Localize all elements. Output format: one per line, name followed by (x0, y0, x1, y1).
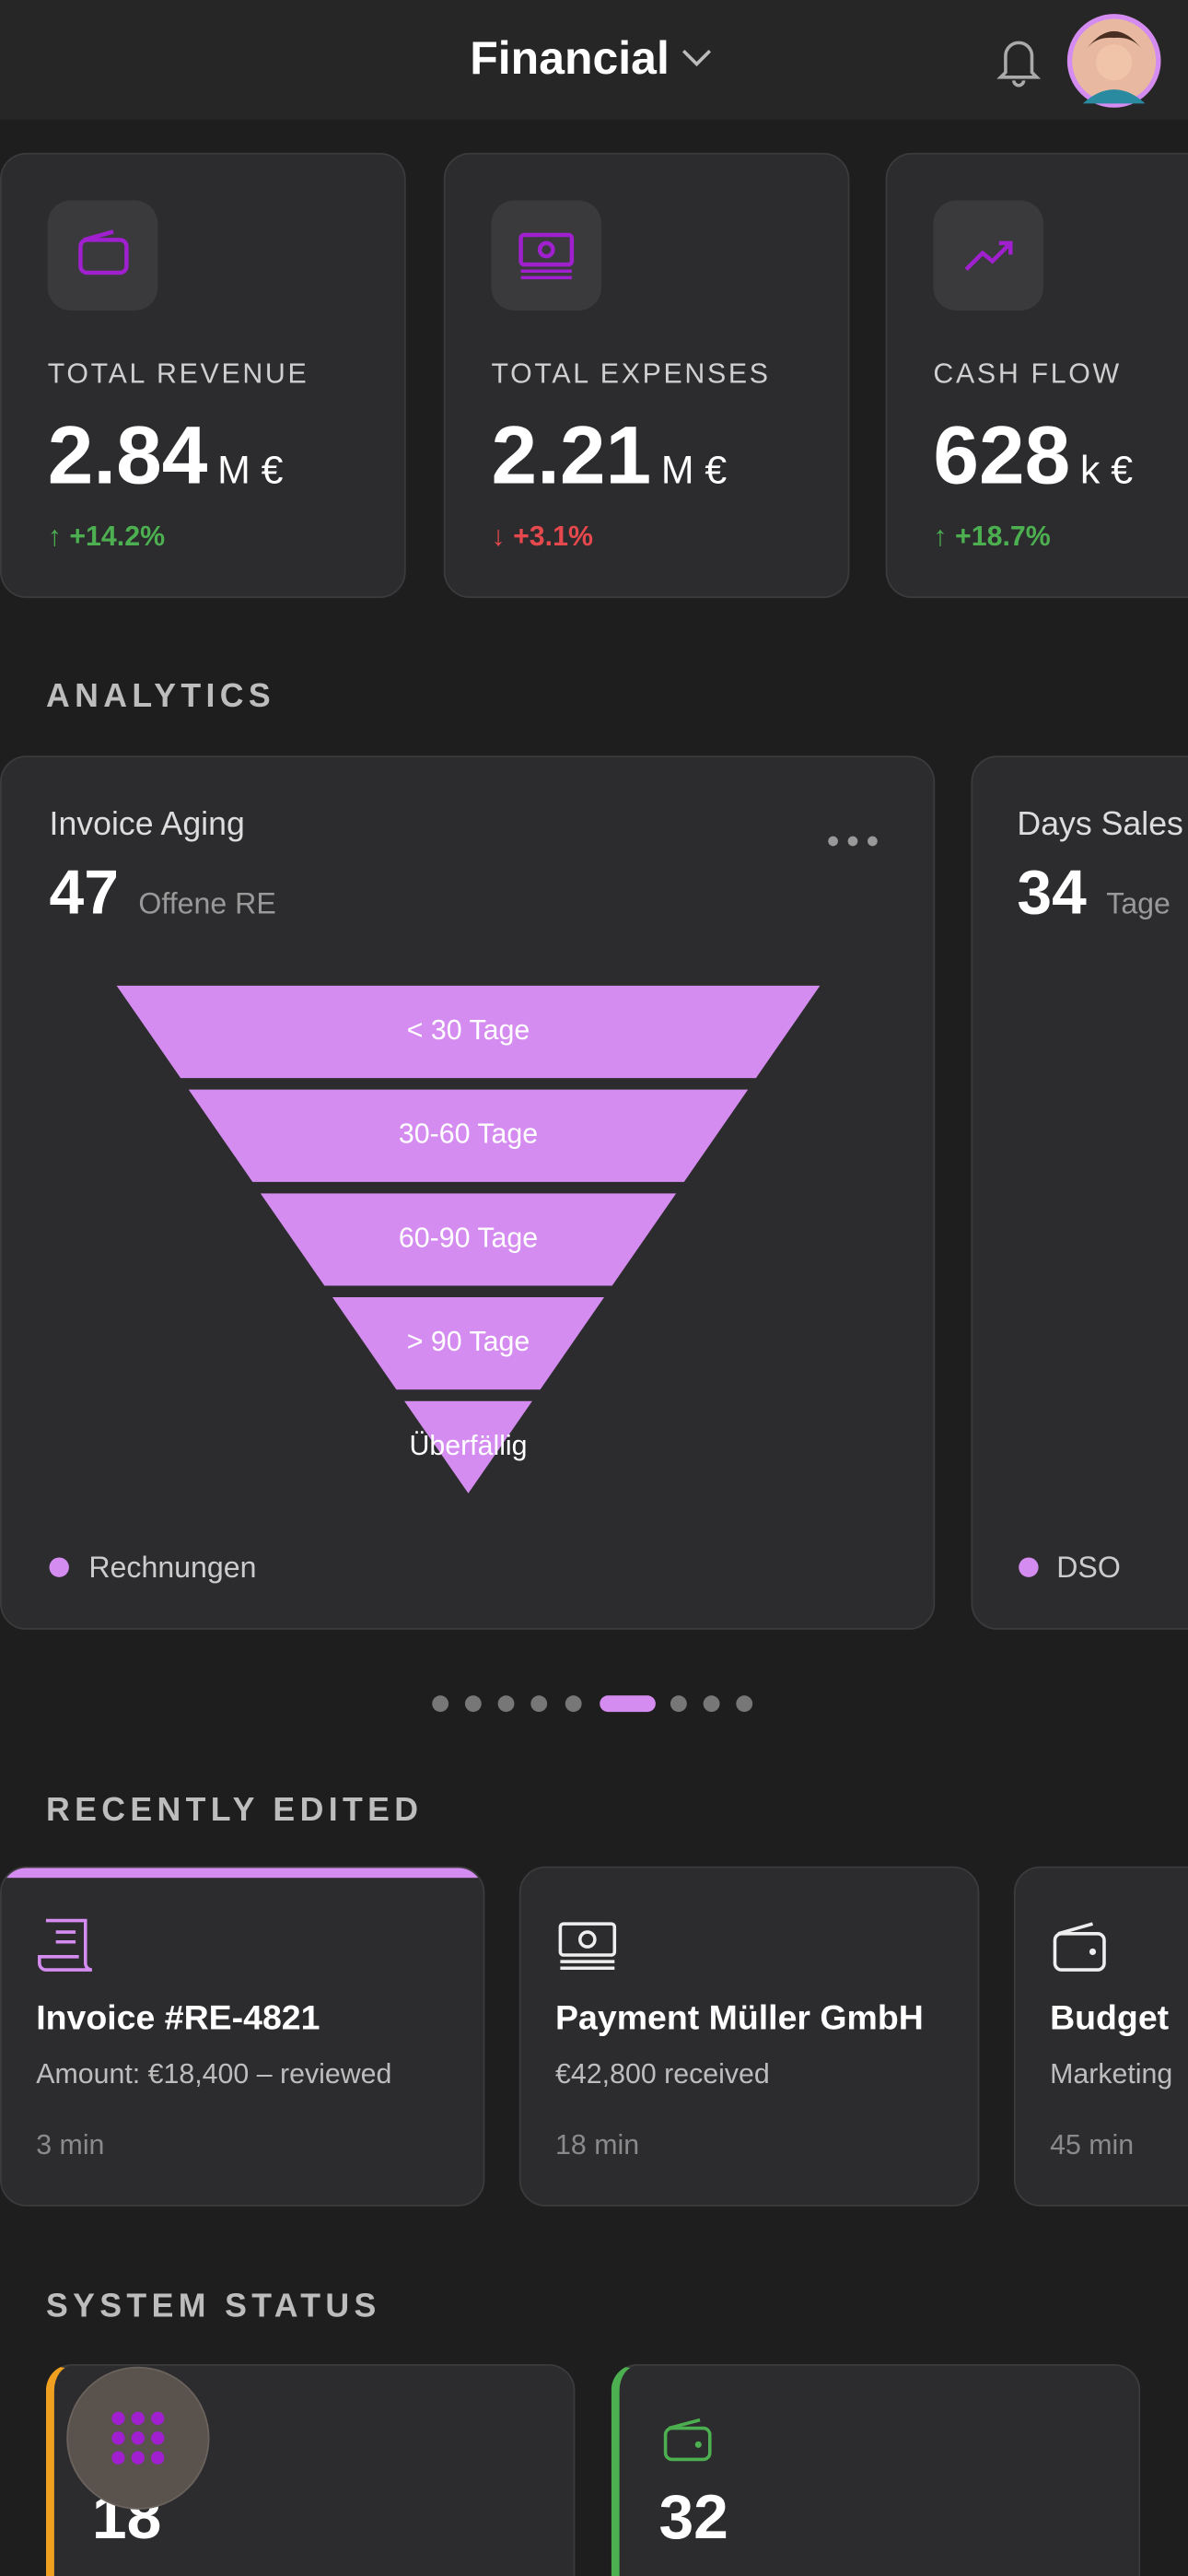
card-title: Invoice Aging (49, 806, 245, 843)
kpi-card[interactable]: TOTAL REVENUE 2.84 M € ↑ +14.2% (0, 152, 406, 599)
kpi-value: 2.21 M € (491, 407, 727, 502)
funnel-label: > 90 Tage (407, 1327, 530, 1357)
avatar[interactable] (1066, 13, 1161, 108)
app-launcher-button[interactable] (65, 2366, 214, 2513)
legend-label: DSO (1056, 1551, 1121, 1585)
funnel-segment (332, 1297, 605, 1390)
funnel: < 30 Tage 30-60 Tage 60-90 Tage > 90 Tage Üb… (116, 985, 821, 1493)
kpi-change: ↑ +14.2% (47, 521, 166, 553)
item-title: Budget (1050, 1999, 1170, 2038)
page-indicator[interactable] (0, 1687, 1188, 1720)
value: 628 (933, 409, 1071, 501)
top-bar (0, 0, 1188, 121)
icon (38, 1918, 93, 1972)
card-title: Days Sales (1017, 806, 1183, 843)
funnel-segment (116, 985, 821, 1079)
funnel-label: Überfällig (409, 1431, 527, 1461)
kpi-change: ↑ +18.7% (933, 521, 1051, 553)
icon (663, 2418, 712, 2462)
legend-dot (49, 1557, 69, 1577)
funnel-label: 30-60 Tage (399, 1119, 538, 1150)
kpi-card[interactable]: TOTAL EXPENSES 2.21 M € ↓ +3.1% (443, 152, 850, 599)
unit: M € (217, 448, 284, 493)
kpi-label: TOTAL EXPENSES (491, 357, 771, 390)
legend-label: Rechnungen (88, 1551, 257, 1585)
more-menu[interactable] (823, 830, 882, 853)
item-time: 45 min (1050, 2129, 1135, 2160)
section-heading: ANALYTICS (45, 678, 276, 715)
kpi-card[interactable]: CASH FLOW 628 k € ↑ +18.7% (885, 152, 1188, 599)
funnel-segment (188, 1089, 749, 1182)
funnel-segment (260, 1193, 677, 1286)
kpi-value: 2.84 M € (48, 407, 284, 502)
value: 2.21 (491, 409, 652, 501)
value: 2.84 (47, 409, 208, 501)
kpi-change: ↓ +3.1% (491, 521, 593, 553)
item-time: 18 min (555, 2129, 640, 2160)
recent-card[interactable]: Budget Marketing 45 min (1013, 1866, 1188, 2207)
item-detail: Amount: €18,400 – reviewed (36, 2058, 392, 2090)
active-bar (1, 1868, 483, 1879)
section-heading: RECENTLY EDITED (45, 1792, 424, 1829)
card-metric: 47 Offene RE (50, 860, 276, 931)
funnel-label: < 30 Tage (407, 1015, 530, 1046)
kpi-label: CASH FLOW (933, 357, 1122, 390)
unit: M € (660, 448, 728, 493)
icon (558, 1922, 617, 1971)
item-detail: Marketing (1050, 2058, 1173, 2090)
icon (1053, 1922, 1106, 1972)
icon (491, 200, 602, 311)
funnel-segment (404, 1400, 532, 1493)
status-card[interactable]: 32 (611, 2364, 1141, 2576)
item-time: 3 min (36, 2129, 105, 2160)
item-detail: €42,800 received (555, 2058, 770, 2090)
value: 34 (1017, 859, 1087, 929)
section-heading: SYSTEM STATUS (45, 2288, 381, 2325)
chart-card[interactable]: Invoice Aging 47 Offene RE < 30 Tage 30-60… (0, 755, 936, 1630)
legend-dot (1019, 1557, 1039, 1577)
card-metric: 34 Tage (1017, 860, 1171, 931)
chevron (681, 50, 712, 67)
item-title: Invoice #RE-4821 (36, 1999, 320, 2038)
notification-bell[interactable] (993, 33, 1045, 89)
icon (933, 200, 1043, 311)
title-dropdown[interactable]: Financial (470, 32, 670, 84)
sub: Offene RE (138, 886, 276, 920)
recent-card[interactable]: Payment Müller GmbH €42,800 received 18 … (518, 1866, 980, 2207)
funnel-label: 60-90 Tage (399, 1223, 538, 1253)
kpi-value: 628 k € (933, 407, 1133, 502)
sub: Tage (1106, 886, 1171, 920)
icon (47, 200, 158, 311)
status-value: 32 (658, 2484, 728, 2554)
item-title: Payment Müller GmbH (555, 1999, 924, 2038)
value: 47 (49, 859, 119, 929)
recent-card[interactable]: Invoice #RE-4821 Amount: €18,400 – revie… (0, 1866, 485, 2207)
unit: k € (1080, 448, 1134, 493)
chart-card[interactable]: Days Sales 34 Tage DSO (971, 755, 1188, 1630)
kpi-label: TOTAL REVENUE (47, 357, 309, 390)
